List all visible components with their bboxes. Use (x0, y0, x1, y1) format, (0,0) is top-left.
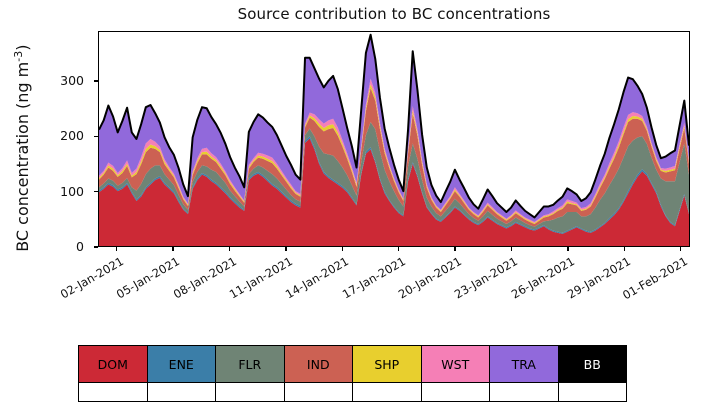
legend-item-ene[interactable]: ENE (147, 346, 216, 382)
plot-area (98, 31, 690, 247)
x-tick-mark (397, 247, 400, 251)
legend-item-bb[interactable]: BB (558, 346, 626, 382)
y-tick-label: 200 (60, 128, 84, 144)
y-tick-mark (94, 135, 98, 137)
y-tick-label: 300 (60, 72, 84, 88)
area-series-ene (99, 136, 689, 234)
y-tick-mark (94, 190, 98, 193)
x-tick-mark (116, 247, 118, 251)
legend-color-row: DOM ENE FLR IND SHP WST TRA BB (78, 345, 627, 383)
x-tick-mark (623, 247, 625, 251)
x-tick-mark (285, 247, 287, 251)
x-tick-mark (510, 247, 513, 251)
x-tick-mark (341, 247, 343, 251)
y-axis-label-main: BC concentration (ng m (13, 61, 33, 252)
stacked-area-chart (99, 33, 689, 246)
y-axis-label: BC concentration (ng m-3) (12, 23, 32, 273)
legend-item-tra[interactable]: TRA (490, 346, 559, 382)
y-tick-label: 100 (60, 183, 84, 199)
legend-blank-cell-flr (216, 383, 285, 401)
y-axis-label-tail: ) (13, 44, 33, 51)
x-tick-mark (567, 247, 569, 251)
legend-blank-cell-dom (79, 383, 148, 401)
y-tick-mark (94, 80, 98, 82)
legend-item-ind[interactable]: IND (284, 346, 353, 382)
x-tick-mark (454, 247, 456, 251)
y-tick-mark (94, 246, 98, 248)
chart-title: Source contribution to BC concentrations (237, 5, 551, 23)
area-series-tra (99, 34, 689, 222)
area-series-flr (99, 121, 689, 233)
legend-item-dom[interactable]: DOM (79, 346, 148, 382)
legend-blank-row (78, 383, 627, 402)
y-axis-label-exponent: -3 (11, 50, 25, 62)
legend-blank-cell-shp (353, 383, 422, 401)
legend-blank-cell-bb (558, 383, 626, 401)
legend-item-shp[interactable]: SHP (353, 346, 422, 382)
x-tick-mark (172, 247, 174, 251)
legend-blank-cell-wst (421, 383, 490, 401)
x-tick-mark (679, 247, 682, 251)
legend-blank-cell-ene (147, 383, 216, 401)
legend-blank-cell-ind (284, 383, 353, 401)
y-tick-label: 0 (76, 239, 84, 254)
x-tick-mark (228, 247, 231, 251)
legend-item-wst[interactable]: WST (421, 346, 490, 382)
legend: DOM ENE FLR IND SHP WST TRA BB (78, 345, 627, 402)
area-series-dom (99, 138, 689, 246)
legend-blank-cell-tra (490, 383, 559, 401)
legend-item-flr[interactable]: FLR (216, 346, 285, 382)
total-outline (99, 33, 689, 219)
